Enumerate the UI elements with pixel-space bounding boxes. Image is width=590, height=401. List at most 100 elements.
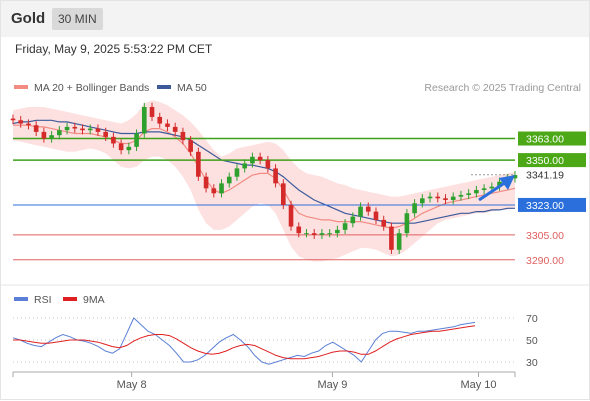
candle-body xyxy=(311,233,317,235)
candle-body xyxy=(196,151,201,177)
timeframe-badge[interactable]: 30 MIN xyxy=(52,8,103,30)
time-label-may-8: May 8 xyxy=(117,379,147,391)
level-label-bg-3323.00 xyxy=(518,197,586,212)
candle-body xyxy=(365,206,371,212)
legend-swatch-ma20 xyxy=(14,85,28,89)
candle-body xyxy=(335,229,340,234)
candle-body xyxy=(149,106,155,117)
candle-body xyxy=(64,126,70,131)
candle-body xyxy=(72,126,78,129)
level-label-3305.00: 3305.00 xyxy=(526,230,564,242)
level-label-3290.00: 3290.00 xyxy=(526,255,564,267)
candle-body xyxy=(211,188,217,194)
candle-body xyxy=(474,190,479,194)
level-label-3341.19: 3341.19 xyxy=(526,170,564,182)
rsi-series-9ma xyxy=(13,325,476,360)
candle-body xyxy=(443,198,448,200)
candle-body xyxy=(304,233,309,235)
level-label-bg-3363.00 xyxy=(518,131,586,146)
legend-label-ma20: MA 20 + Bollinger Bands xyxy=(34,82,149,94)
candle-body xyxy=(80,128,85,131)
time-axis: May 8 May 9 May 10 xyxy=(12,371,516,391)
candle-body xyxy=(373,211,379,220)
candle-body xyxy=(234,168,240,177)
header-bar: Gold 30 MIN xyxy=(1,1,589,37)
candle-body xyxy=(458,194,464,197)
level-label-bg-3350.00 xyxy=(518,153,586,168)
candle-body xyxy=(226,176,232,184)
rsi-panel: 70 50 30 xyxy=(12,313,538,369)
candle-body xyxy=(512,175,518,179)
bollinger-band xyxy=(13,100,515,262)
legend-swatch-rsi xyxy=(14,297,28,301)
candle-body xyxy=(342,223,348,230)
legend-label-rsi: RSI xyxy=(34,294,52,306)
candle-body xyxy=(95,128,101,132)
candle-body xyxy=(273,168,278,184)
instrument-title: Gold xyxy=(11,10,46,27)
candle-body xyxy=(481,188,487,190)
candle-body xyxy=(188,140,193,152)
candle-body xyxy=(288,204,294,227)
candle-body xyxy=(103,131,108,137)
price-levels xyxy=(13,137,515,261)
candle-body xyxy=(87,128,93,131)
candle-body xyxy=(358,206,363,217)
rsi-series-rsi xyxy=(12,317,476,365)
candle-body xyxy=(41,131,47,139)
legend-label-ma50: MA 50 xyxy=(177,82,207,94)
level-label-bg-3341.19 xyxy=(518,167,586,182)
candle-body xyxy=(327,233,332,235)
candle-body xyxy=(33,125,39,132)
candle-body xyxy=(126,146,132,151)
candle-body xyxy=(389,226,394,250)
legend-swatch-9ma xyxy=(63,297,77,301)
candle-body xyxy=(134,133,139,147)
candle-body xyxy=(111,136,116,144)
candle-body xyxy=(296,226,302,234)
bollinger-band-area xyxy=(13,100,515,262)
candle-body xyxy=(242,163,248,169)
moving-averages xyxy=(12,119,516,229)
candle-body xyxy=(219,183,224,194)
forecast-arrow-head xyxy=(499,175,515,190)
datetime-label: Friday, May 9, 2025 5:53:22 PM CET xyxy=(15,42,213,56)
time-label-may-9: May 9 xyxy=(317,379,347,391)
forecast-arrow xyxy=(478,175,515,202)
rsi-tick-50: 50 xyxy=(526,335,538,347)
candle-body xyxy=(250,156,255,164)
candle-body xyxy=(280,183,286,205)
candle-body xyxy=(10,118,16,121)
candle-body xyxy=(157,116,163,124)
candle-body xyxy=(319,233,325,235)
candle-body xyxy=(396,233,402,250)
time-label-may-10: May 10 xyxy=(460,379,496,391)
forecast-arrow-line xyxy=(478,180,507,202)
candle-body xyxy=(427,196,433,199)
price-level-labels: 3363.00 3350.00 3341.19 3323.00 3305.00 3290.… xyxy=(518,131,586,267)
candle-body xyxy=(381,219,387,227)
candle-body xyxy=(257,156,263,161)
ma50-line xyxy=(12,119,515,224)
candle-body xyxy=(420,198,425,204)
candle-body xyxy=(172,126,178,132)
candle-body xyxy=(489,186,495,189)
candle-body xyxy=(450,196,456,200)
legend-swatch-ma50 xyxy=(157,85,171,89)
candle-body xyxy=(57,130,62,136)
level-label-3350.00: 3350.00 xyxy=(526,155,564,167)
candle-body xyxy=(265,160,271,169)
price-legend: MA 20 + Bollinger Bands MA 50 Research ©… xyxy=(14,82,581,94)
rsi-tick-70: 70 xyxy=(526,313,538,325)
candle-body xyxy=(141,106,147,134)
candle-body xyxy=(404,213,410,234)
candle-body xyxy=(497,181,502,187)
candle-body xyxy=(412,203,417,214)
rsi-tick-30: 30 xyxy=(526,357,538,369)
candle-body xyxy=(49,135,54,139)
rsi-legend: RSI 9MA xyxy=(14,294,105,306)
candle-body xyxy=(350,216,356,224)
level-label-3323.00: 3323.00 xyxy=(526,200,564,212)
